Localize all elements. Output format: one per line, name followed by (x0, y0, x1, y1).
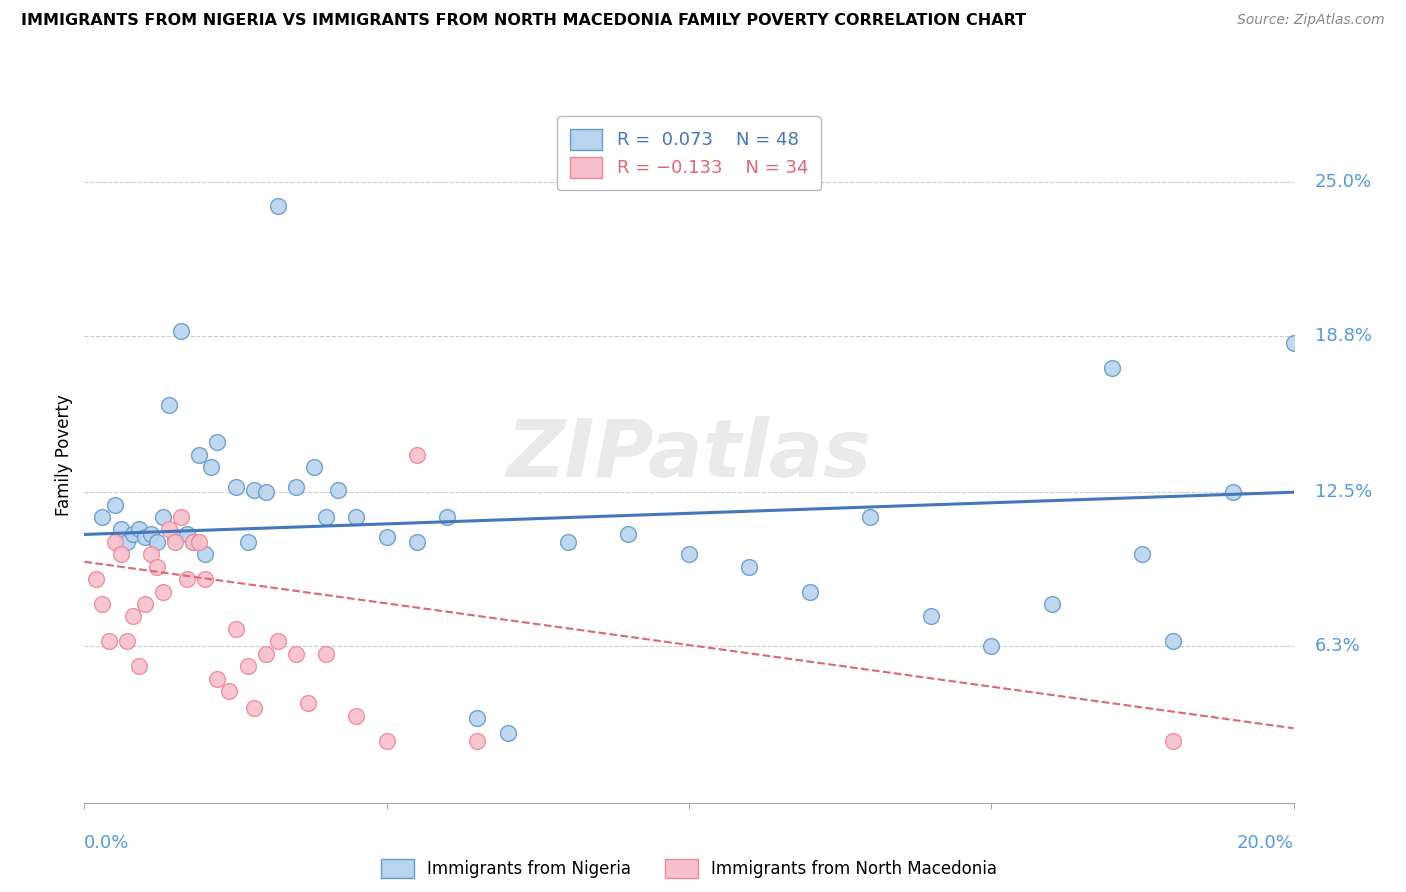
Point (170, 324, 193, 338)
Point (134, 597, 156, 611)
Point (328, 483, 350, 497)
Point (254, 647, 277, 661)
Point (267, 199, 290, 213)
Point (110, 547, 132, 561)
Text: 25.0%: 25.0% (1315, 172, 1372, 191)
Point (242, 483, 264, 497)
Point (104, 498, 127, 512)
Text: 12.5%: 12.5% (1315, 483, 1372, 501)
Point (315, 510, 337, 524)
Point (194, 572, 217, 586)
Point (1161, 733, 1184, 747)
Point (128, 523, 150, 537)
Point (375, 733, 398, 747)
Point (91, 510, 114, 524)
Point (799, 584, 821, 599)
Point (406, 448, 429, 462)
Point (242, 701, 264, 715)
Point (859, 510, 882, 524)
Text: Source: ZipAtlas.com: Source: ZipAtlas.com (1237, 13, 1385, 28)
Point (738, 559, 761, 574)
Point (1130, 547, 1153, 561)
Point (467, 711, 489, 725)
Point (284, 480, 308, 494)
Point (181, 535, 204, 549)
Point (121, 527, 143, 541)
Point (496, 726, 519, 740)
Point (315, 647, 337, 661)
Point (91, 597, 114, 611)
Point (194, 547, 217, 561)
Point (1161, 634, 1184, 648)
Point (557, 535, 579, 549)
Point (297, 697, 319, 711)
Point (284, 647, 308, 661)
Point (1040, 597, 1063, 611)
Point (139, 527, 162, 541)
Point (146, 535, 169, 549)
Point (157, 523, 180, 537)
Point (207, 672, 229, 686)
Point (163, 530, 186, 544)
Point (1222, 485, 1244, 500)
Point (218, 684, 240, 698)
Point (678, 547, 700, 561)
Point (152, 584, 174, 599)
Point (980, 639, 1002, 653)
Point (121, 609, 143, 624)
Text: 18.8%: 18.8% (1315, 326, 1372, 344)
Point (346, 708, 368, 723)
Point (1282, 336, 1305, 351)
Point (134, 530, 156, 544)
Text: 6.3%: 6.3% (1315, 637, 1361, 656)
Text: 0.0%: 0.0% (84, 834, 129, 852)
Point (236, 535, 259, 549)
Point (152, 510, 174, 524)
Point (346, 510, 368, 524)
Legend: Immigrants from Nigeria, Immigrants from North Macedonia: Immigrants from Nigeria, Immigrants from… (374, 853, 1004, 885)
Point (617, 527, 640, 541)
Point (181, 535, 204, 549)
Point (146, 559, 169, 574)
Y-axis label: Family Poverty: Family Poverty (55, 394, 73, 516)
Text: IMMIGRANTS FROM NIGERIA VS IMMIGRANTS FROM NORTH MACEDONIA FAMILY POVERTY CORREL: IMMIGRANTS FROM NIGERIA VS IMMIGRANTS FR… (21, 13, 1026, 29)
Point (920, 609, 942, 624)
Point (115, 634, 138, 648)
Point (254, 485, 277, 500)
Point (170, 510, 193, 524)
Point (157, 398, 180, 412)
Point (97, 634, 120, 648)
Point (163, 535, 186, 549)
Point (207, 435, 229, 450)
Text: 20.0%: 20.0% (1237, 834, 1294, 852)
Point (188, 535, 211, 549)
Point (110, 523, 132, 537)
Point (104, 535, 127, 549)
Point (200, 460, 222, 475)
Text: ZIPatlas: ZIPatlas (506, 416, 872, 494)
Point (267, 634, 290, 648)
Point (225, 480, 247, 494)
Point (115, 535, 138, 549)
Point (188, 448, 211, 462)
Point (436, 510, 458, 524)
Point (1101, 361, 1123, 376)
Point (467, 733, 489, 747)
Point (236, 659, 259, 673)
Point (139, 547, 162, 561)
Point (406, 535, 429, 549)
Point (375, 530, 398, 544)
Point (302, 460, 325, 475)
Point (128, 659, 150, 673)
Point (225, 622, 247, 636)
Point (176, 572, 198, 586)
Point (176, 527, 198, 541)
Point (86, 572, 108, 586)
